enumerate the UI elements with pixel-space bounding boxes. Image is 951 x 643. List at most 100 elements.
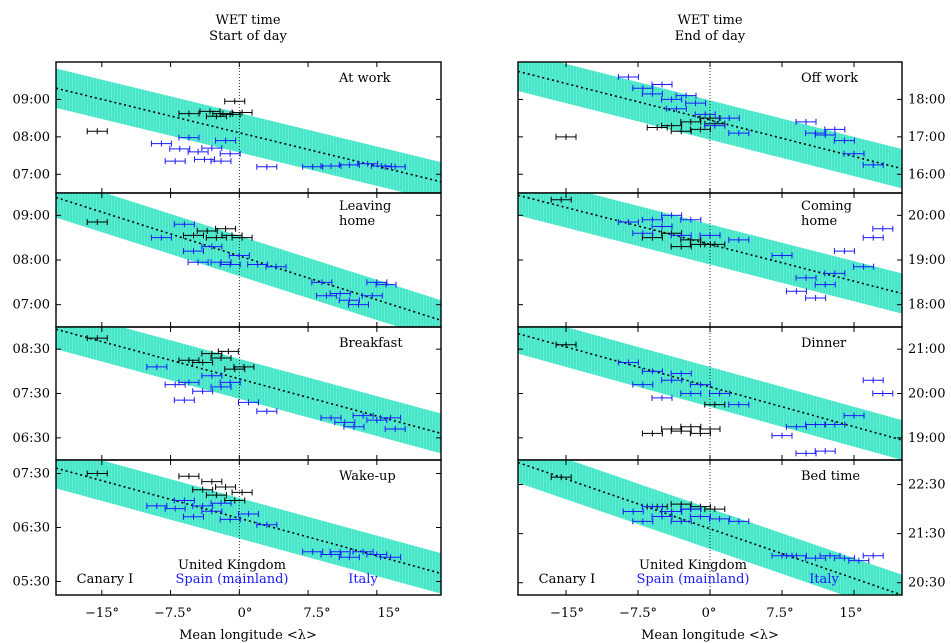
panel-title: At work: [338, 71, 391, 86]
data-point: [352, 412, 374, 419]
data-point: [771, 432, 793, 439]
data-point: [632, 230, 654, 237]
panel-bed-time: 20:30 21:30 22:30 Bed time: [517, 459, 945, 596]
data-point: [617, 359, 639, 366]
data-point: [641, 90, 663, 97]
data-point: [670, 128, 692, 135]
data-point: [617, 219, 639, 226]
data-point: [338, 297, 360, 304]
panel-title: Coming: [801, 199, 852, 214]
x-tick-label: 15°: [839, 606, 862, 621]
data-point: [862, 161, 884, 168]
y-tick-label: 21:00: [908, 342, 945, 357]
data-point: [862, 552, 884, 559]
data-point: [192, 486, 214, 493]
y-tick-label: 16:00: [908, 167, 945, 182]
x-tick-label: 15°: [377, 606, 400, 621]
data-point: [728, 518, 750, 525]
data-point: [555, 341, 577, 348]
data-point: [210, 355, 232, 362]
data-point: [178, 134, 200, 141]
data-point: [210, 383, 232, 390]
data-point: [311, 279, 333, 286]
data-point: [709, 515, 731, 522]
data-point: [219, 516, 241, 523]
x-tick-label: 0°: [702, 606, 717, 621]
data-point: [183, 232, 204, 239]
data-point: [192, 388, 214, 395]
data-point: [169, 145, 191, 152]
plot-area: [56, 327, 441, 460]
data-point: [550, 196, 572, 203]
panel-breakfast: 06:30 07:30 08:30 Breakfast: [13, 326, 442, 461]
y-tick-label: 19:00: [908, 431, 945, 446]
data-point: [233, 363, 255, 370]
data-point: [380, 414, 402, 421]
data-point: [219, 150, 241, 157]
panels: 07:00 08:00 09:00 At work 07:00 08:00 09:00 Lea…: [13, 61, 945, 596]
y-tick-label: 22:30: [908, 478, 945, 493]
data-point: [661, 212, 683, 219]
panel-dinner: 19:00 20:00 21:00 Dinner: [517, 326, 945, 461]
y-tick-label: 20:00: [908, 208, 945, 223]
panel-title: Wake-up: [339, 469, 396, 484]
data-point: [224, 497, 246, 504]
data-point: [205, 234, 227, 241]
data-point: [814, 131, 836, 138]
panel-title: home: [801, 214, 838, 229]
data-point: [201, 478, 223, 485]
x-tick-label: −7.5°: [154, 606, 192, 621]
panel-title: Leaving: [339, 199, 391, 214]
data-point: [231, 234, 253, 241]
panel-title: home: [339, 214, 376, 229]
panel-wake-up: 05:30 06:30 07:30 Wake-up: [13, 459, 442, 596]
plot-area: [518, 327, 902, 460]
data-point: [651, 81, 673, 88]
data-point: [238, 399, 259, 406]
data-point: [617, 73, 639, 80]
data-point: [265, 263, 287, 270]
data-point: [219, 261, 241, 268]
data-point: [670, 232, 692, 239]
y-tick-label: 20:30: [908, 576, 945, 591]
data-point: [146, 502, 168, 509]
data-point: [680, 216, 702, 223]
data-point: [384, 425, 406, 432]
data-point: [201, 243, 223, 250]
data-point: [210, 158, 232, 165]
data-point: [375, 281, 397, 288]
y-tick-label: 08:30: [13, 342, 50, 357]
data-point: [361, 292, 383, 299]
y-tick-label: 20:00: [908, 387, 945, 402]
data-point: [192, 502, 214, 509]
data-point: [187, 259, 209, 266]
legend-left: Canary I United Kingdom Spain (mainland)…: [77, 558, 379, 587]
legend-uk: United Kingdom: [639, 558, 747, 573]
data-point: [338, 554, 360, 561]
data-point: [329, 548, 351, 555]
confidence-band: [56, 460, 441, 594]
data-point: [183, 513, 204, 520]
data-point: [86, 219, 108, 226]
data-point: [173, 397, 195, 404]
plot-area: [56, 62, 441, 193]
x-tick-label: 0°: [238, 606, 253, 621]
data-point: [320, 163, 342, 170]
data-point: [256, 163, 278, 170]
data-point: [320, 414, 342, 421]
data-point: [862, 234, 884, 241]
panel-title: Bed time: [801, 469, 860, 484]
legend-canary: Canary I: [539, 572, 596, 587]
data-point: [370, 163, 392, 170]
data-point: [238, 511, 259, 517]
y-tick-label: 18:00: [908, 92, 945, 107]
y-tick-label: 09:00: [13, 92, 50, 107]
data-point: [178, 379, 200, 386]
data-point: [164, 505, 186, 512]
data-point: [680, 118, 702, 125]
data-point: [228, 252, 250, 259]
data-point: [704, 506, 726, 513]
data-point: [173, 221, 195, 228]
